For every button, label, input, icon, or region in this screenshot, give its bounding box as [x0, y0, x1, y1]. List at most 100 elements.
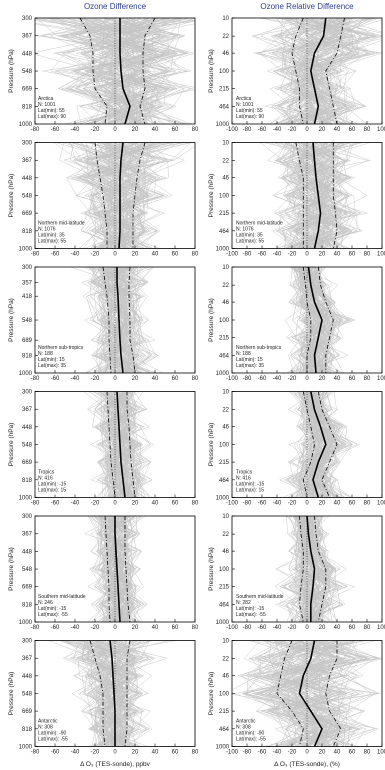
y-tick-label: 669 [22, 460, 33, 466]
y-tick-label: 689 [22, 338, 33, 344]
profile-line [98, 516, 138, 622]
annotation-line: Lat(min): 55 [38, 108, 65, 114]
x-tick-label: 40 [334, 127, 341, 133]
right-column-title: Ozone Relative Difference [260, 2, 354, 11]
profile-line [271, 640, 346, 747]
series-line-minus-std [102, 267, 112, 373]
y-tick-label: 818 [22, 602, 33, 608]
x-tick-label: -60 [258, 625, 267, 631]
y-tick-label: 46 [222, 51, 229, 57]
profile-line [70, 18, 166, 124]
annotation-line: Lat(max): -55 [236, 612, 266, 618]
profile-line [73, 142, 161, 249]
y-tick-label: 818 [22, 353, 33, 359]
annotation-line: Lat(max): 90 [38, 114, 66, 120]
profile-line [294, 267, 344, 373]
x-tick-label: 100 [377, 501, 385, 507]
x-tick-label: 100 [377, 625, 385, 631]
profile-line [279, 516, 322, 622]
series-line-plus-std [314, 516, 327, 622]
x-tick-label: -60 [51, 252, 60, 258]
y-tick-label: 367 [22, 158, 33, 164]
profile-line [284, 142, 342, 249]
x-tick-label: -20 [91, 750, 100, 756]
x-tick-label: 40 [152, 376, 159, 382]
profile-line [266, 18, 348, 124]
profile-line [100, 391, 137, 498]
profile-line [285, 18, 338, 124]
annotation-line: Tropics [236, 470, 253, 476]
profile-line [291, 516, 322, 622]
profile-line [269, 640, 336, 747]
profile-line [279, 142, 348, 249]
annotation-line: Lat(max): 35 [236, 363, 264, 369]
y-tick-label: 357 [22, 280, 33, 286]
profile-line [253, 18, 377, 124]
profile-line [89, 142, 161, 249]
series-line-mean [114, 516, 121, 622]
profile-line [76, 142, 149, 249]
profile-line [277, 142, 364, 249]
individual-profiles [84, 516, 148, 622]
y-tick-label: 548 [22, 692, 33, 698]
profile-line [299, 516, 330, 622]
x-tick-label: 60 [172, 501, 179, 507]
y-tick-label: 22 [222, 532, 229, 538]
profile-line [275, 142, 333, 249]
annotation-line: Antarctic [236, 719, 256, 725]
x-tick-label: -40 [71, 127, 80, 133]
profile-line [89, 640, 133, 747]
x-tick-label: -20 [288, 252, 297, 258]
series-line-plus-std [132, 142, 146, 249]
profile-line [120, 23, 195, 124]
profile-line [83, 145, 195, 249]
profile-line [270, 18, 351, 124]
x-tick-label: -60 [51, 501, 60, 507]
x-tick-label: 80 [192, 750, 199, 756]
y-tick-label: 22 [222, 159, 229, 165]
y-tick-label: 1000 [19, 122, 33, 128]
profile-line [274, 640, 340, 747]
profile-line [297, 267, 329, 373]
profile-line [260, 18, 357, 124]
profile-line [298, 391, 333, 498]
profile-line [274, 640, 378, 747]
profile-line [294, 142, 350, 249]
profile-line [86, 640, 138, 747]
profile-line [119, 516, 134, 622]
profile-line [82, 267, 137, 373]
profile-line [298, 516, 318, 622]
y-tick-label: 10 [222, 639, 229, 645]
profile-line [82, 640, 128, 747]
individual-profiles [53, 142, 195, 249]
profile-line [289, 142, 343, 249]
y-tick-label: 100 [219, 692, 230, 698]
profile-line [301, 18, 375, 124]
y-tick-label: 100 [219, 318, 230, 324]
profile-line [104, 391, 127, 498]
profile-line [297, 267, 329, 373]
y-tick-label: 448 [22, 425, 33, 431]
profile-line [290, 640, 370, 747]
profile-line [77, 640, 135, 747]
profile-line [90, 142, 166, 249]
x-tick-label: -20 [288, 750, 297, 756]
y-axis-label: Pressure (hPa) [208, 423, 215, 467]
x-tick-label: -40 [273, 750, 282, 756]
profile-line [282, 142, 331, 249]
y-tick-label: 1000 [19, 371, 33, 377]
x-tick-label: -20 [288, 625, 297, 631]
profile-line [99, 391, 129, 498]
profile-line [53, 18, 195, 124]
profile-line [101, 391, 130, 498]
individual-profiles [274, 516, 356, 622]
profile-line [92, 391, 139, 498]
series-line-minus-std [276, 640, 304, 747]
profile-line [267, 142, 350, 249]
panel-3: 300 367 448 548 669 818 1000-80 -60 -40 -20 0 20 40 6… [8, 141, 199, 258]
x-tick-label: 20 [319, 750, 326, 756]
x-tick-label: -80 [31, 252, 40, 258]
profile-line [92, 640, 138, 747]
x-tick-label: -40 [71, 501, 80, 507]
profile-line [306, 267, 328, 373]
